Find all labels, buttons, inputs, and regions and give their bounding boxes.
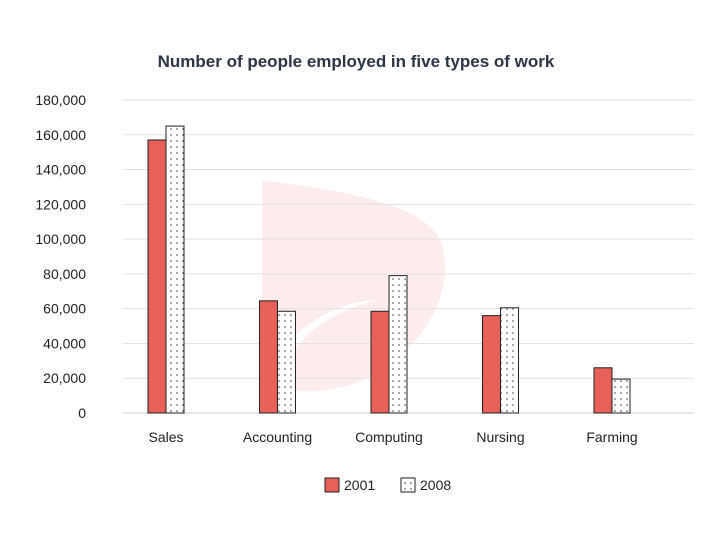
- legend-swatch-2001: [324, 477, 340, 493]
- bar-2001-farming: [593, 367, 613, 414]
- bar-2001-sales: [147, 139, 167, 414]
- y-tick-label: 100,000: [35, 231, 86, 247]
- x-tick-label: Accounting: [243, 429, 312, 445]
- bar-2008-accounting: [277, 310, 296, 414]
- y-tick-label: 180,000: [35, 92, 86, 108]
- chart-title: Number of people employed in five types …: [157, 52, 555, 71]
- legend-label-2008: 2008: [420, 477, 451, 493]
- x-tick-label: Nursing: [476, 429, 524, 445]
- y-tick-label: 160,000: [35, 127, 86, 143]
- bar-2001-computing: [370, 310, 390, 414]
- bar-2008-farming: [611, 378, 631, 414]
- y-tick-label: 40,000: [43, 335, 86, 351]
- legend-swatch-2008: [400, 477, 416, 493]
- y-tick-label: 60,000: [43, 301, 86, 317]
- x-tick-label: Farming: [586, 429, 637, 445]
- bar-2008-sales: [165, 125, 185, 414]
- x-tick-label: Sales: [148, 429, 183, 445]
- y-tick-label: 20,000: [43, 370, 86, 386]
- y-tick-label: 140,000: [35, 162, 86, 178]
- bar-2001-nursing: [482, 315, 501, 414]
- y-tick-label: 80,000: [43, 266, 86, 282]
- y-tick-label: 120,000: [35, 196, 86, 212]
- bar-2008-nursing: [500, 307, 519, 414]
- bar-2008-computing: [388, 275, 408, 414]
- x-tick-label: Computing: [355, 429, 423, 445]
- bar-2001-accounting: [259, 300, 278, 414]
- y-tick-label: 0: [78, 405, 86, 421]
- legend-label-2001: 2001: [344, 477, 375, 493]
